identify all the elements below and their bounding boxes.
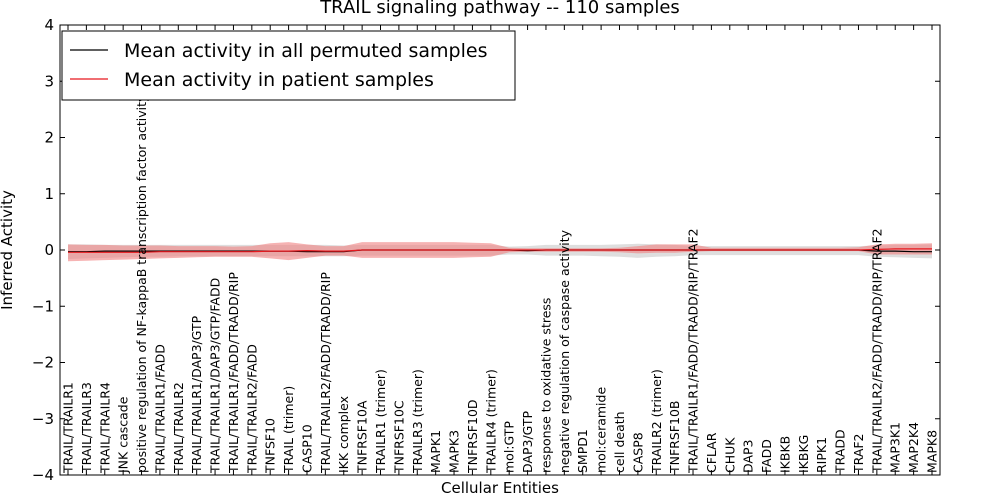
category-label: DAP3 xyxy=(741,440,756,473)
category-label: FADD xyxy=(759,439,774,473)
category-label: DAP3/GTP xyxy=(520,410,535,473)
legend-box xyxy=(61,30,516,101)
category-label: MAP2K4 xyxy=(906,422,921,473)
category-label: TRADD xyxy=(833,429,848,474)
category-label: TRAIL/TRAILR1/DAP3/GTP xyxy=(189,315,204,474)
category-label: CASP10 xyxy=(300,424,315,473)
x-axis-label: Cellular Entities xyxy=(441,479,559,497)
category-label: negative regulation of caspase activity xyxy=(557,229,572,473)
category-label: TRAIL/TRAILR1/FADD/TRADD/RIP/TRAF2 xyxy=(686,228,701,474)
category-label: TRAIL/TRAILR1 xyxy=(61,382,76,474)
line-series-1 xyxy=(68,248,932,253)
chart-title: TRAIL signaling pathway -- 110 samples xyxy=(319,0,680,18)
category-label: CASP8 xyxy=(630,432,645,473)
category-label: TRAILR2 (trimer) xyxy=(649,369,664,474)
category-label: TRAF2 xyxy=(851,433,866,474)
ytick-label: −1 xyxy=(32,297,54,315)
ytick-label: −3 xyxy=(32,410,54,428)
category-label: TRAIL/TRAILR2 xyxy=(171,382,186,474)
y-axis-label: Inferred Activity xyxy=(0,190,16,310)
category-label: MAP3K1 xyxy=(888,422,903,473)
category-label: RIPK1 xyxy=(814,437,829,473)
category-label: IKBKB xyxy=(777,436,792,473)
category-label: TNFRSF10D xyxy=(465,399,480,474)
ytick-label: 4 xyxy=(44,16,54,34)
category-label: TRAILR3 (trimer) xyxy=(410,369,425,474)
category-label: IKBKG xyxy=(796,435,811,473)
band-series-1 xyxy=(68,242,932,262)
category-label: TRAILR4 (trimer) xyxy=(483,369,498,474)
category-label: mol:GTP xyxy=(502,421,517,473)
ytick-label: −2 xyxy=(32,354,54,372)
ytick-label: 0 xyxy=(44,241,54,259)
category-label: TRAIL/TRAILR4 xyxy=(97,382,112,474)
category-label: MAPK3 xyxy=(447,430,462,473)
category-label: TRAIL/TRAILR3 xyxy=(79,382,94,474)
category-label: MAPK8 xyxy=(925,430,940,473)
category-label: JNK cascade xyxy=(116,396,131,474)
ytick-label: 3 xyxy=(44,72,54,90)
category-label: MAPK1 xyxy=(428,430,443,473)
category-label: TRAIL/TRAILR1/FADD/TRADD/RIP xyxy=(226,272,241,474)
category-label: TNFRSF10C xyxy=(391,400,406,474)
category-label: TRAIL/TRAILR2/FADD/TRADD/RIP xyxy=(318,272,333,474)
category-label: TRAIL (trimer) xyxy=(281,386,296,474)
legend-label-permuted: Mean activity in all permuted samples xyxy=(124,40,487,62)
category-label: TNFRSF10B xyxy=(667,401,682,474)
legend-label-patient: Mean activity in patient samples xyxy=(124,69,434,91)
category-label: TRAIL/TRAILR2/FADD xyxy=(244,344,259,474)
category-label: TNFRSF10A xyxy=(355,400,370,474)
category-label: CFLAR xyxy=(704,432,719,473)
plot-area xyxy=(68,242,932,262)
category-label: response to oxidative stress xyxy=(539,298,554,473)
ytick-label: −4 xyxy=(32,466,54,484)
plot-frame xyxy=(59,24,941,476)
category-label: positive regulation of NF-kappaB transcr… xyxy=(134,94,149,473)
category-label: IKK complex xyxy=(336,396,351,473)
category-label: TRAILR1 (trimer) xyxy=(373,369,388,474)
category-labels: TRAIL/TRAILR1 TRAIL/TRAILR3 TRAIL/TRAILR4 J… xyxy=(61,25,940,475)
category-label: mol:ceramide xyxy=(594,387,609,473)
ytick-label: 1 xyxy=(44,185,54,203)
category-label: cell death xyxy=(612,411,627,473)
category-label: TNFSF10 xyxy=(263,418,278,474)
category-label: TRAIL/TRAILR2/FADD/TRADD/RIP/TRAF2 xyxy=(869,228,884,474)
category-label: CHUK xyxy=(722,437,737,473)
y-axis-ticks: −4 −3 −2 −1 0 1 2 3 4 xyxy=(32,16,940,484)
ytick-label: 2 xyxy=(44,129,54,147)
legend: Mean activity in all permuted samples Me… xyxy=(61,30,516,101)
category-label: TRAIL/TRAILR1/DAP3/GTP/FADD xyxy=(208,278,223,474)
category-label: SMPD1 xyxy=(575,429,590,473)
category-label: TRAIL/TRAILR1/FADD xyxy=(152,344,167,474)
